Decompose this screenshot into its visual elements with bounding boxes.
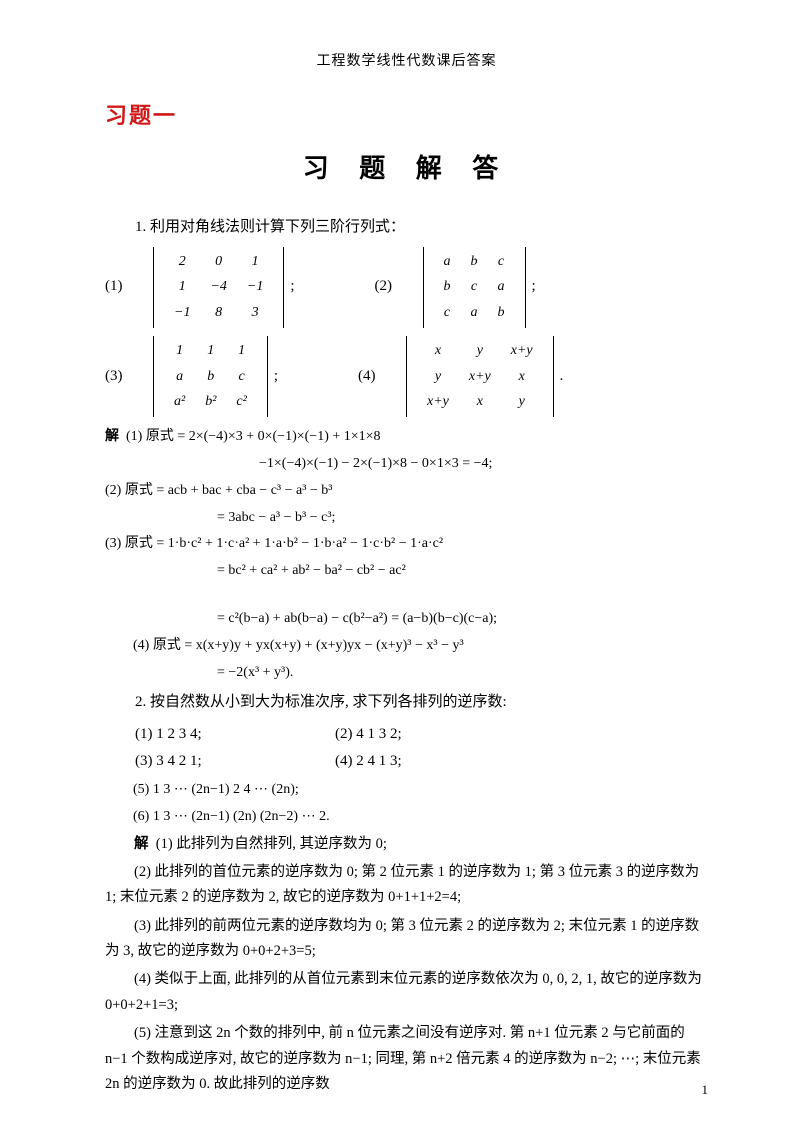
semicolon: ; [290,274,294,300]
q2-sol4: (4) 类似于上面, 此排列的从首位元素到末位元素的逆序数依次为 0, 0, 2… [105,967,708,1018]
q1-solution-line: 解 (1) 原式 = 2×(−4)×3 + 0×(−1)×(−1) + 1×1×… [105,425,708,449]
q2-sol2: (2) 此排列的首位元素的逆序数为 0; 第 2 位元素 1 的逆序数为 1; … [105,860,708,911]
q1-label-4: (4) [358,364,406,390]
body-content: 1. 利用对角线法则计算下列三阶行列式： (1) 201 1−4−1 −183 … [105,215,708,1097]
q1-row2: (3) 111 abc a²b²c² ; (4) xyx+y yx+yx x+y… [105,336,708,417]
q1-sol3c: = c²(b−a) + ab(b−a) − c(b²−a²) = (a−b)(b… [105,607,708,631]
q1-sol2b: = 3abc − a³ − b³ − c³; [105,506,708,530]
q2-sol3: (3) 此排列的前两位元素的逆序数均为 0; 第 3 位元素 2 的逆序数为 2… [105,914,708,965]
q1-row1: (1) 201 1−4−1 −183 ; (2) abc bca cab ; [105,247,708,328]
determinant-3: 111 abc a²b²c² [153,336,268,417]
period: . [560,364,564,390]
document-page: 工程数学线性代数课后答案 习题一 习 题 解 答 1. 利用对角线法则计算下列三… [0,0,793,1122]
semicolon: ; [532,274,536,300]
q1-sol1b: −1×(−4)×(−1) − 2×(−1)×8 − 0×1×3 = −4; [105,452,708,476]
q2-sol5: (5) 注意到这 2n 个数的排列中, 前 n 位元素之间没有逆序对. 第 n+… [105,1021,708,1097]
page-header: 工程数学线性代数课后答案 [105,50,708,70]
section-title: 习 题 解 答 [105,148,708,185]
q1-label-3: (3) [105,364,153,390]
q2-sol1: 解 (1) 此排列为自然排列, 其逆序数为 0; [105,832,708,857]
page-number: 1 [702,1082,709,1098]
q2-perm-row-1: (1) 1 2 3 4; (2) 4 1 3 2; [105,722,708,748]
q2-p5: (5) 1 3 ⋯ (2n−1) 2 4 ⋯ (2n); [105,778,708,802]
q2-intro: 2. 按自然数从小到大为标准次序, 求下列各排列的逆序数: [105,690,708,716]
chapter-title: 习题一 [105,98,708,130]
q1-sol2a: (2) 原式 = acb + bac + cba − c³ − a³ − b³ [105,479,708,503]
q1-sol4b: = −2(x³ + y³). [105,661,708,685]
q1-sol4a: (4) 原式 = x(x+y)y + yx(x+y) + (x+y)yx − (… [105,634,708,658]
q1-sol3a: (3) 原式 = 1·b·c² + 1·c·a² + 1·a·b² − 1·b·… [105,532,708,556]
q1-label-1: (1) [105,274,153,300]
q1-sol3b: = bc² + ca² + ab² − ba² − cb² − ac² [105,559,708,583]
determinant-1: 201 1−4−1 −183 [153,247,284,328]
q2-perm-row-2: (3) 3 4 2 1; (4) 2 4 1 3; [105,749,708,775]
determinant-4: xyx+y yx+yx x+yxy [406,336,554,417]
semicolon: ; [274,364,278,390]
q1-label-2: (2) [375,274,423,300]
q1-intro: 1. 利用对角线法则计算下列三阶行列式： [105,215,708,241]
determinant-2: abc bca cab [423,247,526,328]
q2-p6: (6) 1 3 ⋯ (2n−1) (2n) (2n−2) ⋯ 2. [105,805,708,829]
